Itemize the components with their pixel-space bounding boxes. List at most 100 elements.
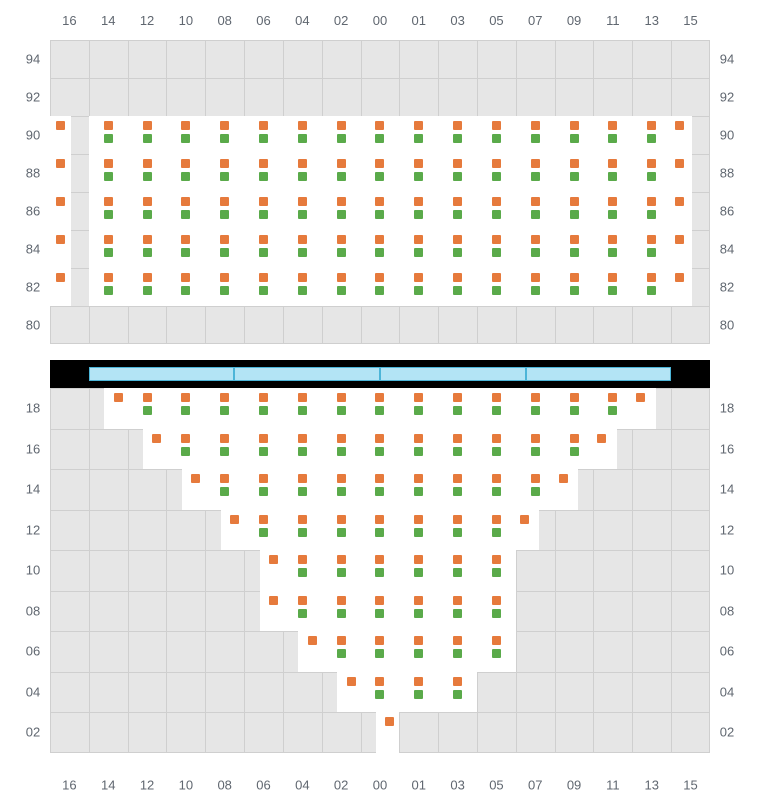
seat-dot-status	[414, 134, 423, 143]
seat-dot-class	[298, 596, 307, 605]
seat-dot-class	[453, 474, 462, 483]
seat-dot-status	[608, 286, 617, 295]
seat-dot-class	[453, 555, 462, 564]
seat-dot-class	[104, 121, 113, 130]
seat-dot-class	[414, 636, 423, 645]
col-label: 13	[644, 778, 658, 793]
seat-dot-status	[531, 172, 540, 181]
seat-dot-class	[181, 273, 190, 282]
seat-dot-class	[570, 197, 579, 206]
seat-dot-status	[220, 172, 229, 181]
seat-dot-status	[414, 609, 423, 618]
seat-dot-status	[453, 134, 462, 143]
gridline	[128, 388, 129, 753]
seat-dot-status	[337, 134, 346, 143]
seat-dot-status	[104, 134, 113, 143]
seat-dot-status	[298, 609, 307, 618]
seat-dot-status	[375, 248, 384, 257]
seat-dot-status	[375, 447, 384, 456]
seat-dot-status	[143, 248, 152, 257]
seat-dot-status	[181, 248, 190, 257]
seat-dot-class	[570, 159, 579, 168]
seat-dot-class	[492, 235, 501, 244]
gridline	[50, 78, 710, 79]
seat-dot-class	[531, 121, 540, 130]
seat-dot-status	[143, 406, 152, 415]
seat-dot-status	[337, 528, 346, 537]
seat-dot-class	[531, 235, 540, 244]
seat-dot-status	[337, 172, 346, 181]
seat-dot-class	[337, 273, 346, 282]
seat-dot-status	[181, 210, 190, 219]
seat-dot-class	[453, 393, 462, 402]
seat-dot-class	[414, 121, 423, 130]
seat-dot-status	[375, 172, 384, 181]
seat-dot-class	[520, 515, 529, 524]
seat-dot-status	[298, 172, 307, 181]
seat-dot-status	[414, 690, 423, 699]
seat-dot-class	[181, 393, 190, 402]
seat-dot-class	[414, 555, 423, 564]
col-label: 02	[334, 778, 348, 793]
seat-dot-status	[608, 172, 617, 181]
seat-dot-status	[492, 609, 501, 618]
seat-dot-class	[375, 555, 384, 564]
seat-dot-status	[259, 134, 268, 143]
seat-dot-status	[104, 172, 113, 181]
seat-dot-class	[375, 474, 384, 483]
seat-dot-class	[308, 636, 317, 645]
seat-dot-status	[298, 487, 307, 496]
seat-dot-class	[259, 515, 268, 524]
seat-dot-status	[298, 406, 307, 415]
seat-dot-status	[259, 406, 268, 415]
seat-dot-status	[531, 447, 540, 456]
seat-dot-status	[298, 568, 307, 577]
seat-dot-status	[570, 406, 579, 415]
seat-dot-status	[414, 487, 423, 496]
seat-dot-class	[453, 434, 462, 443]
seat-dot-status	[143, 210, 152, 219]
seat-dot-class	[259, 197, 268, 206]
gridline	[50, 306, 710, 307]
seat-dot-status	[298, 248, 307, 257]
seat-dot-class	[191, 474, 200, 483]
seat-dot-class	[453, 159, 462, 168]
seat-dot-class	[414, 515, 423, 524]
seat-dot-status	[259, 210, 268, 219]
seat-dot-status	[375, 528, 384, 537]
seat-dot-class	[143, 273, 152, 282]
seat-dot-class	[375, 393, 384, 402]
seat-dot-status	[220, 248, 229, 257]
seat-dot-class	[647, 197, 656, 206]
seat-dot-class	[337, 197, 346, 206]
seat-dot-class	[114, 393, 123, 402]
seat-dot-class	[298, 121, 307, 130]
seat-dot-class	[492, 434, 501, 443]
seat-dot-class	[492, 555, 501, 564]
seat-dot-class	[337, 474, 346, 483]
seat-dot-class	[675, 121, 684, 130]
seat-dot-class	[570, 434, 579, 443]
seat-dot-class	[298, 434, 307, 443]
seat-dot-class	[104, 273, 113, 282]
seat-dot-class	[531, 197, 540, 206]
seat-dot-class	[375, 434, 384, 443]
seat-dot-status	[220, 210, 229, 219]
seat-dot-class	[337, 515, 346, 524]
seat-dot-class	[453, 515, 462, 524]
seat-dot-status	[608, 134, 617, 143]
seat-dot-status	[337, 248, 346, 257]
seat-dot-status	[492, 528, 501, 537]
seat-dot-class	[181, 159, 190, 168]
seat-dot-class	[230, 515, 239, 524]
seat-dot-status	[375, 286, 384, 295]
seat-dot-status	[414, 528, 423, 537]
seat-dot-status	[647, 134, 656, 143]
seat-dot-status	[531, 248, 540, 257]
seat-dot-class	[152, 434, 161, 443]
seat-dot-status	[143, 172, 152, 181]
seat-dot-class	[608, 159, 617, 168]
stage-segment	[89, 367, 235, 381]
seat-dot-class	[414, 474, 423, 483]
seat-dot-class	[453, 235, 462, 244]
